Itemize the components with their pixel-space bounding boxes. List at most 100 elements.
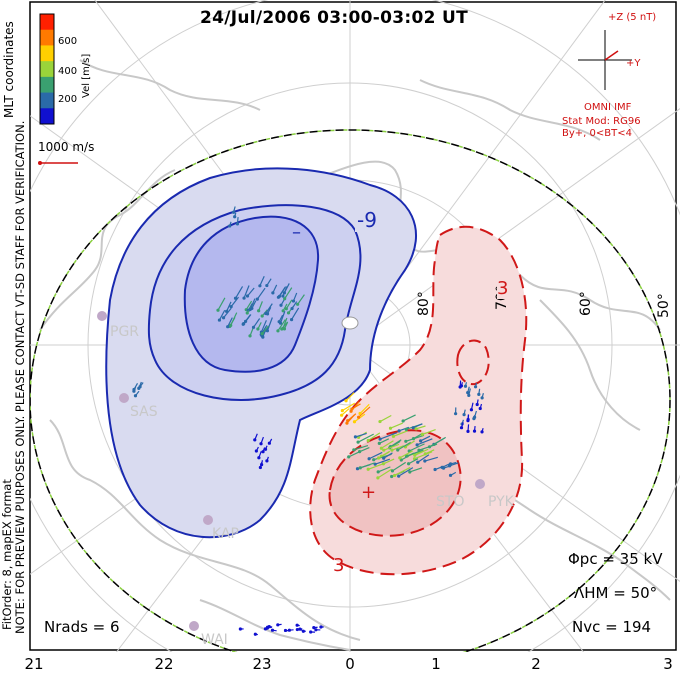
velocity-vector-origin bbox=[481, 396, 484, 399]
velocity-vector-origin bbox=[309, 630, 312, 633]
velocity-vector-origin bbox=[397, 475, 400, 478]
velocity-vector-origin bbox=[277, 296, 280, 299]
colorbar-segment bbox=[40, 14, 54, 30]
velocity-vector-origin bbox=[402, 419, 405, 422]
velocity-vector-origin bbox=[405, 428, 408, 431]
imf-z-label: +Z (5 nT) bbox=[608, 12, 656, 23]
velocity-vector-origin bbox=[233, 215, 236, 218]
velocity-vector-origin bbox=[460, 384, 463, 387]
velocity-vector-origin bbox=[352, 448, 355, 451]
latitude-label-50: 50° bbox=[656, 293, 672, 318]
velocity-vector-origin bbox=[397, 429, 400, 432]
reference-vector-dot bbox=[38, 161, 42, 165]
velocity-vector-origin bbox=[255, 449, 258, 452]
velocity-vector-origin bbox=[390, 449, 393, 452]
latitude-label-80: 80° bbox=[416, 291, 432, 316]
velocity-vector-origin bbox=[382, 449, 385, 452]
velocity-vector-origin bbox=[396, 448, 399, 451]
velocity-vector-origin bbox=[292, 299, 295, 302]
velocity-vector-origin bbox=[253, 438, 256, 441]
colorbar-segment bbox=[40, 77, 54, 93]
station-marker-pgr bbox=[97, 311, 107, 321]
velocity-vector-origin bbox=[232, 211, 235, 214]
velocity-vector-origin bbox=[367, 439, 370, 442]
imf-y-label: +Y bbox=[626, 58, 641, 69]
velocity-vector-origin bbox=[271, 291, 274, 294]
velocity-vector-origin bbox=[419, 439, 422, 442]
velocity-vector-origin bbox=[378, 437, 381, 440]
velocity-vector-origin bbox=[266, 312, 269, 315]
velocity-vector-origin bbox=[296, 628, 299, 631]
cross-polar-potential: Φpc = 35 kV bbox=[568, 550, 662, 568]
velocity-vector-origin bbox=[314, 628, 317, 631]
station-label-pyk: PYK bbox=[488, 494, 514, 510]
colorbar-tick-600: 600 bbox=[58, 36, 77, 47]
velocity-vector-origin bbox=[404, 440, 407, 443]
velocity-vector-origin bbox=[466, 419, 469, 422]
mlt-tick-1: 1 bbox=[431, 655, 441, 673]
velocity-vector-origin bbox=[259, 442, 262, 445]
velocity-vector-origin bbox=[476, 403, 479, 406]
velocity-vector-origin bbox=[424, 452, 427, 455]
velocity-vector-origin bbox=[259, 466, 262, 469]
velocity-vector-origin bbox=[474, 385, 477, 388]
velocity-vector-origin bbox=[449, 474, 452, 477]
velocity-vector-origin bbox=[261, 314, 264, 317]
positive-contour-label-lower: 3 bbox=[333, 555, 344, 576]
velocity-vector-origin bbox=[391, 469, 394, 472]
mlt-tick-21: 21 bbox=[24, 655, 43, 673]
velocity-vector-origin bbox=[242, 322, 245, 325]
mlt-tick-22: 22 bbox=[154, 655, 173, 673]
velocity-vector-origin bbox=[462, 413, 465, 416]
velocity-vector-origin bbox=[271, 629, 274, 632]
velocity-vector-origin bbox=[246, 311, 249, 314]
velocity-vector-origin bbox=[477, 393, 480, 396]
velocity-vector-origin bbox=[358, 412, 361, 415]
radar-count: Nrads = 6 bbox=[44, 618, 120, 636]
velocity-vector-origin bbox=[346, 419, 349, 422]
velocity-vector-origin bbox=[281, 294, 284, 297]
latitude-label-60: 60° bbox=[578, 291, 594, 316]
velocity-vector-origin bbox=[433, 468, 436, 471]
velocity-vector-origin bbox=[470, 408, 473, 411]
velocity-vector-origin bbox=[239, 627, 242, 630]
velocity-vector-origin bbox=[280, 327, 283, 330]
velocity-vector-origin bbox=[252, 326, 255, 329]
positive-max-marker: + bbox=[361, 482, 376, 503]
velocity-vector-origin bbox=[248, 334, 251, 337]
station-marker-sas bbox=[119, 393, 129, 403]
velocity-vector-origin bbox=[226, 325, 229, 328]
velocity-vector-origin bbox=[340, 414, 343, 417]
velocity-vector-origin bbox=[472, 417, 475, 420]
colorbar-title: Vel [m/s] bbox=[81, 54, 92, 98]
positive-contour-label: 3 bbox=[497, 278, 508, 299]
mlt-tick-3: 3 bbox=[663, 655, 673, 673]
velocity-vector-origin bbox=[302, 630, 305, 633]
velocity-vector-origin bbox=[413, 454, 416, 457]
velocity-vector-origin bbox=[357, 441, 360, 444]
velocity-vector-origin bbox=[356, 467, 359, 470]
velocity-vector-origin bbox=[283, 297, 286, 300]
velocity-vector-origin bbox=[353, 420, 356, 423]
velocity-vector-origin bbox=[138, 385, 141, 388]
velocity-vector-origin bbox=[266, 626, 269, 629]
velocity-vector-origin bbox=[393, 474, 396, 477]
velocity-vector-origin bbox=[132, 388, 135, 391]
velocity-vector-origin bbox=[367, 468, 370, 471]
velocity-vector-origin bbox=[256, 327, 259, 330]
velocity-vector-origin bbox=[454, 412, 457, 415]
velocity-vector-origin bbox=[341, 409, 344, 412]
station-marker-sto bbox=[475, 479, 485, 489]
velocity-vector-origin bbox=[134, 394, 137, 397]
velocity-vector-origin bbox=[421, 433, 424, 436]
velocity-vector-origin bbox=[368, 457, 371, 460]
velocity-vector-origin bbox=[412, 426, 415, 429]
velocity-vector-origin bbox=[278, 320, 281, 323]
velocity-vector-origin bbox=[228, 224, 231, 227]
velocity-vector-origin bbox=[473, 430, 476, 433]
velocity-vector-origin bbox=[287, 311, 290, 314]
velocity-vector-origin bbox=[359, 466, 362, 469]
velocity-vector-origin bbox=[258, 284, 261, 287]
velocity-vector-origin bbox=[354, 435, 357, 438]
